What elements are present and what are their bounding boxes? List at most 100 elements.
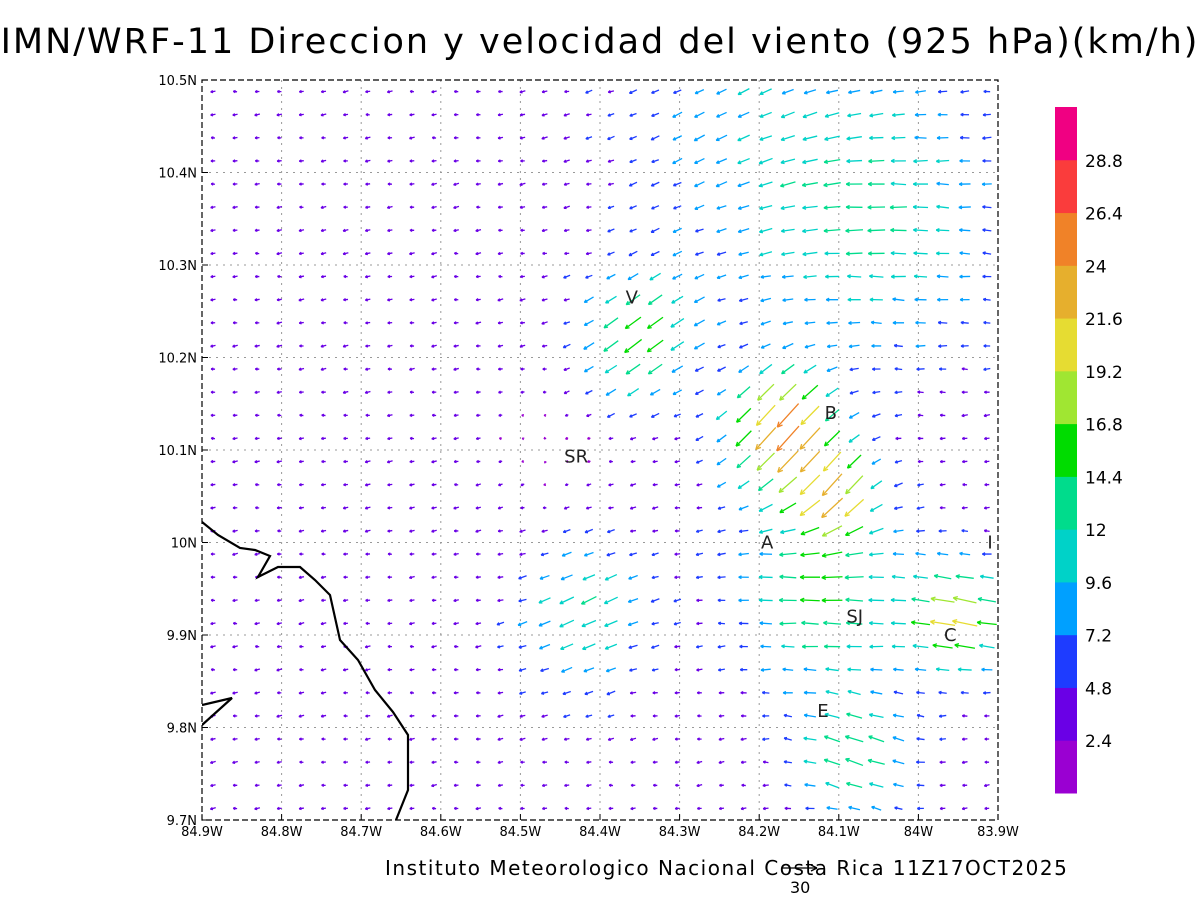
- wind-arrow: [298, 321, 304, 325]
- wind-arrow: [780, 528, 796, 535]
- wind-arrow: [606, 273, 616, 280]
- wind-arrow: [911, 597, 930, 603]
- wind-arrow: [431, 436, 437, 441]
- x-tick-label: 83.9W: [977, 825, 1019, 840]
- wind-arrow: [823, 158, 841, 164]
- wind-arrow: [870, 89, 883, 95]
- wind-arrow: [737, 88, 750, 96]
- wind-arrow: [255, 506, 260, 510]
- wind-arrow: [674, 506, 680, 510]
- wind-arrow: [298, 598, 305, 603]
- wind-arrow: [453, 621, 459, 626]
- wind-arrow: [826, 366, 838, 373]
- wind-arrow: [497, 483, 503, 487]
- wind-arrow: [364, 298, 371, 302]
- wind-arrow: [563, 113, 570, 117]
- wind-arrow: [254, 344, 260, 348]
- wind-arrow: [364, 645, 371, 649]
- wind-arrow: [761, 690, 770, 695]
- wind-arrow: [671, 295, 684, 304]
- wind-arrow: [254, 598, 260, 603]
- wind-arrow: [716, 434, 727, 443]
- wind-arrow: [913, 227, 928, 233]
- wind-arrow: [647, 363, 663, 375]
- wind-arrow: [845, 251, 863, 256]
- wind-arrow: [299, 644, 304, 649]
- wind-arrow: [760, 343, 771, 349]
- wind-arrow: [738, 529, 749, 534]
- wind-arrow: [298, 390, 304, 394]
- wind-arrow: [409, 760, 415, 764]
- wind-arrow: [694, 89, 705, 95]
- wind-arrow: [210, 483, 216, 487]
- wind-arrow: [869, 644, 884, 649]
- wind-arrow: [232, 413, 238, 417]
- wind-arrow: [298, 89, 304, 94]
- wind-arrow: [475, 737, 481, 741]
- wind-arrow: [694, 251, 704, 256]
- wind-arrow: [364, 668, 371, 672]
- wind-arrow: [696, 783, 703, 788]
- wind-arrow: [298, 621, 305, 626]
- wind-arrow: [867, 228, 886, 233]
- wind-arrow: [650, 181, 660, 187]
- wind-arrow: [738, 365, 750, 374]
- wind-arrow: [652, 529, 659, 533]
- wind-arrow: [582, 574, 596, 581]
- wind-arrow: [541, 136, 548, 140]
- wind-arrow: [387, 529, 393, 533]
- wind-arrow: [695, 413, 704, 418]
- wind-arrow: [210, 390, 216, 394]
- wind-arrow: [342, 344, 349, 348]
- wind-arrow: [364, 390, 371, 395]
- wind-arrow: [673, 89, 682, 94]
- wind-arrow: [784, 783, 792, 787]
- wind-arrow: [718, 714, 725, 718]
- wind-arrow: [409, 806, 415, 811]
- wind-arrow: [717, 575, 726, 580]
- wind-arrow: [696, 483, 703, 487]
- wind-arrow: [824, 112, 840, 118]
- wind-arrow: [824, 251, 840, 256]
- wind-arrow: [780, 158, 796, 165]
- wind-arrow: [758, 157, 773, 165]
- wind-arrow: [760, 644, 772, 649]
- wind-arrow: [758, 503, 773, 512]
- wind-arrow: [519, 298, 526, 302]
- wind-arrow: [564, 760, 569, 764]
- wind-arrow: [867, 758, 885, 765]
- wind-arrow: [232, 136, 238, 140]
- wind-arrow: [387, 367, 392, 371]
- wind-arrow: [541, 529, 548, 533]
- wind-arrow: [823, 620, 841, 626]
- wind-arrow: [497, 552, 504, 556]
- wind-arrow: [784, 806, 792, 811]
- wind-arrow: [431, 413, 437, 417]
- wind-arrow: [497, 251, 504, 256]
- wind-arrow: [914, 112, 927, 117]
- wind-arrow: [824, 712, 840, 719]
- wind-arrow: [298, 483, 304, 487]
- wind-arrow: [387, 806, 393, 811]
- wind-arrow: [716, 227, 727, 234]
- wind-arrow: [652, 737, 659, 741]
- wind-arrow: [782, 342, 794, 350]
- wind-vectors: [209, 88, 997, 811]
- wind-arrow: [585, 136, 593, 140]
- wind-arrow: [628, 89, 638, 94]
- wind-arrow: [232, 529, 238, 533]
- wind-arrow: [364, 460, 371, 464]
- wind-arrow: [604, 573, 618, 581]
- wind-arrow: [519, 182, 526, 186]
- wind-arrow: [930, 596, 955, 603]
- wind-arrow: [846, 644, 862, 649]
- wind-arrow: [674, 760, 680, 764]
- wind-arrow: [409, 390, 415, 394]
- wind-arrow: [365, 321, 371, 325]
- location-label: V: [626, 287, 639, 308]
- wind-arrow: [870, 690, 883, 695]
- y-tick-label: 10.3N: [158, 259, 197, 274]
- wind-arrow: [498, 390, 503, 394]
- wind-arrow: [277, 552, 282, 556]
- wind-arrow: [498, 228, 503, 232]
